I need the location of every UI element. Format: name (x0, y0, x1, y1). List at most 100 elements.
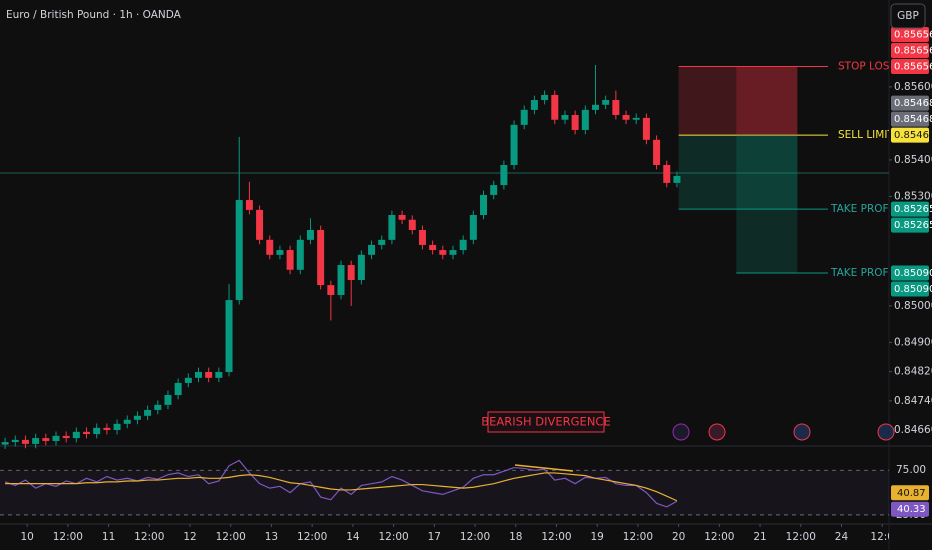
candle-body (103, 427, 111, 431)
x-tick-label: 13 (265, 531, 278, 543)
price-tag (891, 95, 929, 111)
event-icon[interactable] (877, 423, 895, 441)
main-pane: 10 12:00 11 12:00 12 12:00 13 12:00 14 12:00 17 12:… (0, 60, 899, 543)
x-tick-label: 21 (753, 531, 766, 543)
candle-body (368, 244, 376, 255)
x-tick-label: 12:00 (704, 531, 734, 543)
event-icon[interactable] (708, 423, 726, 441)
stop-zone (678, 66, 798, 136)
candle-body (490, 185, 498, 195)
candle-body (591, 104, 599, 110)
candle-body (317, 229, 325, 286)
candle-body (32, 438, 40, 444)
candle-body (357, 254, 365, 280)
target-label: TAKE PROFIT (830, 267, 899, 279)
candle-body (500, 165, 508, 186)
x-tick-label: 12:0 (870, 531, 894, 543)
candle-body (530, 100, 538, 110)
candle-body (602, 100, 610, 105)
candle-body (642, 117, 650, 140)
price-tag (891, 201, 929, 217)
price-tag (891, 265, 929, 281)
candle-body (194, 371, 202, 378)
price-tag-label: 0.85468 (894, 114, 932, 125)
candle-body (225, 300, 233, 372)
candle-body (632, 117, 640, 120)
x-tick-label: 17 (428, 531, 441, 543)
price-tag (891, 58, 929, 74)
candle-body (378, 239, 386, 245)
candle-body (52, 435, 60, 441)
divergence-line (514, 464, 574, 472)
candle-body (154, 404, 162, 410)
x-tick-label: 19 (591, 531, 604, 543)
rsi-value-label: 40.87 (897, 488, 926, 499)
profit-zone (736, 135, 798, 274)
currency-button[interactable] (890, 3, 926, 29)
price-tag (891, 26, 929, 42)
annotation-box (487, 411, 605, 433)
candle-body (11, 439, 19, 443)
rsi-value-label: 40.33 (897, 504, 926, 515)
price-tag-label: 0.85265 (894, 220, 932, 231)
candle-body (276, 250, 284, 255)
candle-body (144, 409, 152, 416)
price-tag-label: 0.85656 (894, 61, 932, 72)
candle-body (429, 244, 437, 251)
candle-body (347, 265, 355, 280)
x-tick-label: 12:00 (623, 531, 653, 543)
event-icons (672, 423, 895, 441)
price-tag (891, 111, 929, 127)
price-tag-label: 0.85265 (894, 204, 932, 215)
event-icon[interactable] (672, 423, 690, 441)
target-label: TAKE PROFIT (830, 203, 899, 215)
candle-body (520, 109, 528, 125)
price-tag (891, 281, 929, 297)
price-tag (891, 42, 929, 58)
candle-body (256, 209, 264, 240)
candle-body (83, 431, 91, 435)
candle-body (174, 382, 182, 395)
x-tick-label: 24 (835, 531, 849, 543)
candle-body (235, 200, 243, 301)
candle-body (266, 239, 274, 255)
currency-label[interactable]: GBP (897, 10, 919, 22)
rsi-band (0, 470, 889, 515)
x-tick-label: 14 (346, 531, 360, 543)
candle-body (388, 215, 396, 240)
price-tag-label: 0.85656 (894, 45, 932, 56)
candle-body (480, 194, 488, 216)
candle-body (653, 139, 661, 166)
x-tick-label: 12:00 (460, 531, 490, 543)
candle-body (663, 165, 671, 183)
candle-body (245, 200, 253, 210)
candle-body (42, 438, 50, 441)
x-tick-label: 20 (672, 531, 685, 543)
candle-body (459, 239, 467, 251)
candle-body (327, 285, 335, 295)
annotation: BEARISH DIVERGENCE (481, 415, 610, 429)
stop-zone (736, 66, 798, 136)
candle-body (286, 250, 294, 270)
candle-body (205, 371, 213, 378)
candle-body (21, 439, 29, 444)
candle-body (296, 239, 304, 270)
candle-body (612, 100, 620, 115)
price-tag-label: 0.85468 (894, 130, 932, 141)
candle-body (571, 114, 579, 130)
x-tick-label: 12:00 (541, 531, 571, 543)
candle-body (164, 394, 172, 405)
event-icon[interactable] (793, 423, 811, 441)
price-tag-label: 0.85468 (894, 98, 932, 109)
price-tag-label: 0.85090 (894, 284, 932, 295)
stop-label: STOP LOSS (838, 60, 896, 72)
price-tag (891, 217, 929, 233)
candle-body (581, 109, 589, 130)
rsi-tick-label: 75.00 (896, 464, 926, 476)
